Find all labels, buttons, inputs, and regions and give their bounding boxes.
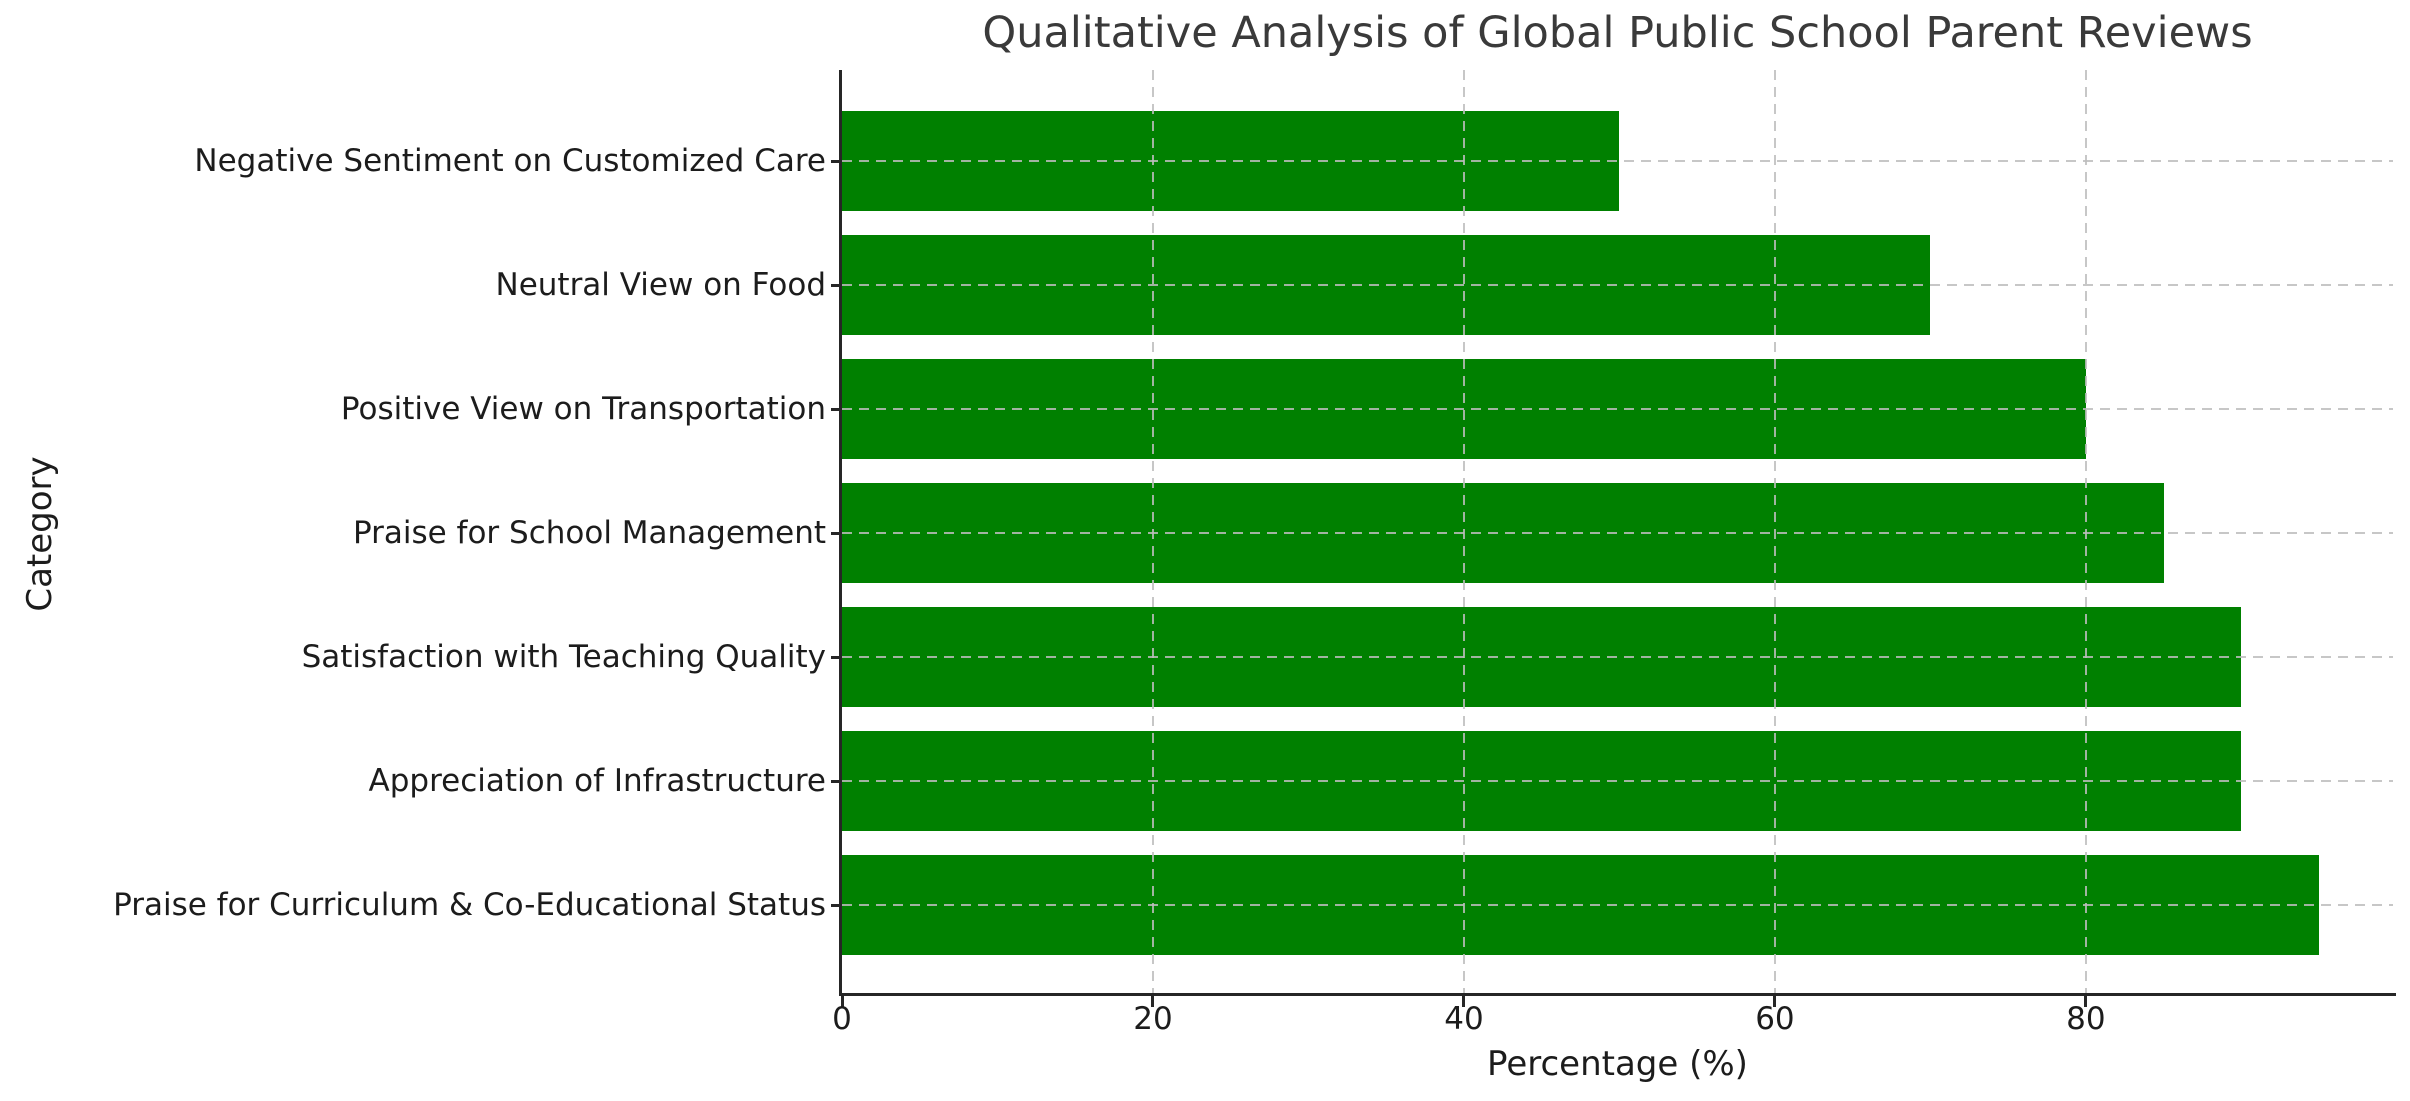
y-tick bbox=[831, 531, 841, 535]
x-tick-label: 0 bbox=[832, 1001, 852, 1037]
y-tick bbox=[831, 903, 841, 907]
h-gridline bbox=[842, 159, 2393, 163]
x-tick-label: 20 bbox=[1133, 1001, 1173, 1037]
h-gridline bbox=[842, 655, 2393, 659]
chart-title: Qualitative Analysis of Global Public Sc… bbox=[982, 8, 2253, 58]
x-tick bbox=[1151, 996, 1155, 1007]
v-gridline bbox=[1151, 70, 1155, 993]
v-gridline bbox=[1462, 70, 1466, 993]
h-gridline bbox=[842, 283, 2393, 287]
h-gridline bbox=[842, 903, 2393, 907]
x-tick bbox=[840, 996, 844, 1007]
x-axis-label: Percentage (%) bbox=[1487, 1044, 1748, 1084]
x-axis-spine bbox=[839, 993, 2396, 996]
x-tick-label: 80 bbox=[2066, 1001, 2106, 1037]
y-tick-label: Positive View on Transportation bbox=[340, 391, 826, 427]
h-gridline bbox=[842, 779, 2393, 783]
y-tick-label: Negative Sentiment on Customized Care bbox=[194, 143, 826, 179]
y-tick-label: Satisfaction with Teaching Quality bbox=[301, 639, 826, 675]
y-tick-label: Praise for Curriculum & Co-Educational S… bbox=[113, 887, 826, 923]
x-tick bbox=[1773, 996, 1777, 1007]
v-gridline bbox=[2084, 70, 2088, 993]
h-gridline bbox=[842, 407, 2393, 411]
x-tick bbox=[1462, 996, 1466, 1007]
y-tick bbox=[831, 779, 841, 783]
y-tick-label: Appreciation of Infrastructure bbox=[368, 763, 826, 799]
y-tick bbox=[831, 655, 841, 659]
x-tick-label: 60 bbox=[1755, 1001, 1795, 1037]
v-gridline bbox=[1773, 70, 1777, 993]
x-tick-label: 40 bbox=[1444, 1001, 1484, 1037]
x-tick bbox=[2084, 996, 2088, 1007]
y-tick-label: Neutral View on Food bbox=[495, 267, 827, 303]
y-tick bbox=[831, 283, 841, 287]
y-tick-label: Praise for School Management bbox=[352, 515, 826, 551]
h-gridline bbox=[842, 531, 2393, 535]
y-tick bbox=[831, 159, 841, 163]
y-tick bbox=[831, 407, 841, 411]
